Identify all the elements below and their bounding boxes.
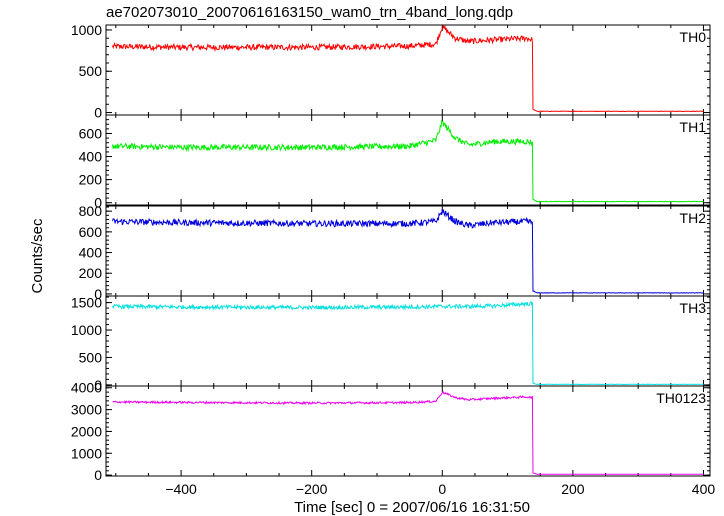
panel-frame	[105, 114, 711, 206]
x-tick-label: −200	[296, 481, 328, 497]
x-tick-label: 400	[692, 481, 716, 497]
y-tick-label: 600	[79, 224, 103, 240]
series-line-th0123	[112, 390, 704, 475]
y-tick-label: 1000	[71, 322, 102, 338]
panel-th0: 0 500 1000 TH0	[71, 22, 711, 121]
panel-th3: 0 500 1000 1500 TH3	[71, 295, 711, 393]
panel-label: TH0123	[656, 390, 706, 406]
y-tick-label: 200	[79, 172, 103, 188]
y-tick-label: 0	[94, 195, 102, 211]
panel-th1: 0 200 400 600 TH1	[79, 114, 711, 211]
x-tick-label: −400	[165, 481, 197, 497]
y-tick-label: 1500	[71, 295, 102, 311]
x-axis-title: Time [sec] 0 = 2007/06/16 16:31:50	[294, 499, 530, 516]
panel-frame	[105, 205, 711, 297]
y-tick-label: 500	[79, 349, 103, 365]
panel-th2: 0 200 400 600 800 TH2	[79, 203, 711, 302]
y-tick-label: 4000	[71, 380, 102, 396]
y-tick-label: 2000	[71, 423, 102, 439]
y-tick-label: 1000	[71, 445, 102, 461]
series-line-th0	[112, 24, 704, 113]
x-tick-label: 200	[561, 481, 585, 497]
y-tick-label: 600	[79, 125, 103, 141]
y-tick-label: 200	[79, 265, 103, 281]
y-tick-label: 0	[94, 377, 102, 393]
series-line-th1	[112, 119, 704, 203]
chart-title: ae702073010_20070616163150_wam0_trn_4ban…	[106, 4, 513, 21]
y-tick-label: 1000	[71, 22, 102, 38]
panel-label: TH2	[680, 210, 707, 226]
panel-frame	[105, 295, 711, 387]
panel-frame	[105, 385, 711, 477]
panel-label: TH1	[680, 119, 707, 135]
y-tick-label: 3000	[71, 402, 102, 418]
y-axis-title: Counts/sec	[29, 218, 46, 294]
panel-frame	[105, 24, 711, 116]
y-tick-label: 400	[79, 149, 103, 165]
series-line-th3	[112, 301, 704, 386]
series-line-th2	[112, 208, 704, 294]
y-tick-label: 400	[79, 245, 103, 261]
x-tick-label: 0	[438, 481, 446, 497]
y-tick-label: 0	[94, 286, 102, 302]
y-tick-label: 0	[94, 467, 102, 483]
panel-th0123: 0 1000 2000 3000 4000 TH0123	[71, 380, 711, 483]
panels-group: 0 500 1000 TH0 0 200 400 600 TH1 0 200 400 600 800 TH2…	[71, 22, 711, 483]
panel-label: TH0	[680, 29, 707, 45]
y-tick-label: 800	[79, 203, 103, 219]
panel-label: TH3	[680, 300, 707, 316]
y-tick-label: 0	[94, 105, 102, 121]
x-axis-tick-labels: −400 −200 0 200 400	[165, 481, 715, 497]
y-tick-label: 500	[79, 63, 103, 79]
